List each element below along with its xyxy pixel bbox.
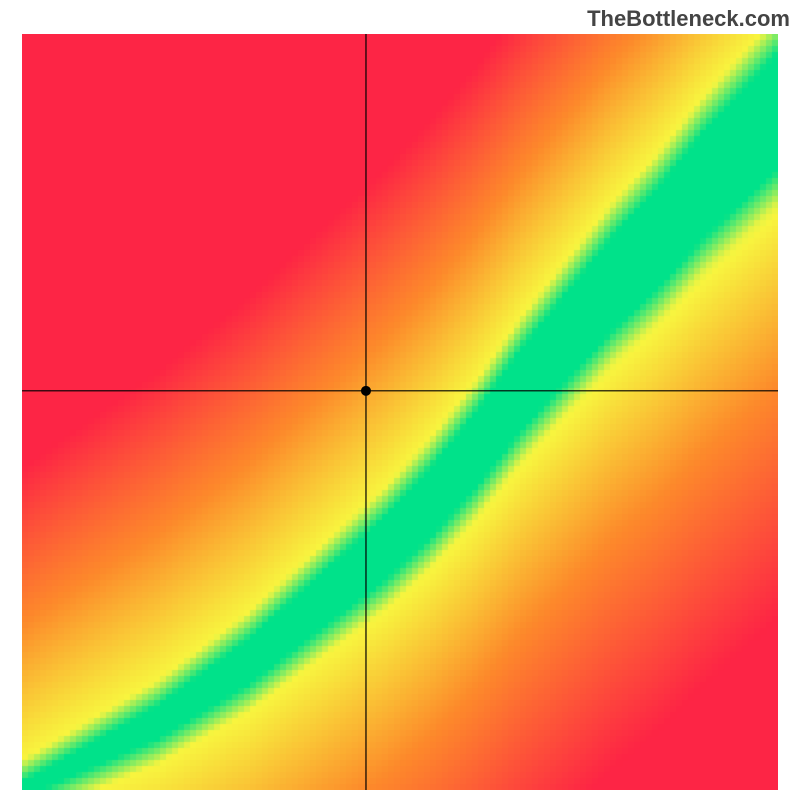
heatmap-chart (22, 34, 778, 790)
heatmap-canvas (22, 34, 778, 790)
watermark-text: TheBottleneck.com (587, 6, 790, 32)
